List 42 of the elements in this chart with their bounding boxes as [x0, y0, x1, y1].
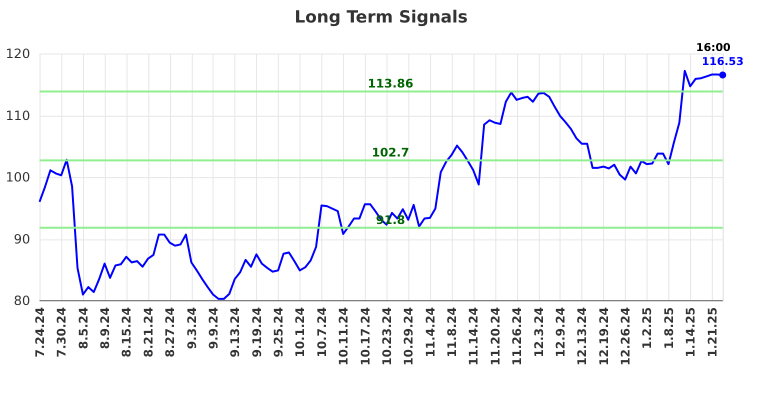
y-tick-label: 120 — [6, 46, 30, 62]
x-tick-label: 11.14.24 — [466, 307, 481, 366]
x-tick-label: 10.23.24 — [380, 307, 394, 366]
x-tick-label: 9.25.24 — [272, 307, 286, 358]
x-tick-label: 8.9.24 — [98, 307, 112, 350]
x-tick-label: 8.21.24 — [141, 307, 156, 358]
x-tick-label: 12.9.24 — [553, 307, 568, 358]
y-tick-label: 110 — [6, 108, 30, 124]
x-tick-label: 1.21.25 — [705, 307, 720, 358]
data-label: 116.53 — [702, 55, 744, 68]
x-tick-label: 11.8.24 — [445, 307, 460, 358]
chart-title: Long Term Signals — [294, 6, 468, 27]
annotation: 16:00 — [696, 41, 732, 54]
x-tick-label: 11.26.24 — [510, 307, 524, 366]
x-tick-label: 9.3.24 — [184, 307, 199, 350]
ref-line-label: 102.7 — [372, 145, 410, 160]
y-tick-label: 100 — [6, 170, 30, 186]
x-tick-label: 12.26.24 — [618, 307, 633, 366]
x-tick-label: 8.5.24 — [76, 307, 90, 350]
x-tick-label: 10.1.24 — [293, 307, 308, 358]
x-tick-label: 10.7.24 — [314, 307, 329, 358]
x-tick-label: 10.11.24 — [336, 307, 351, 366]
y-tick-label: 90 — [14, 232, 30, 248]
x-tick-label: 9.9.24 — [206, 307, 220, 350]
x-tick-label: 8.15.24 — [120, 307, 134, 358]
ref-line-label: 113.86 — [368, 76, 414, 91]
x-tick-label: 9.13.24 — [228, 307, 242, 358]
x-tick-label: 1.14.25 — [684, 307, 698, 358]
x-tick-label: 10.17.24 — [358, 307, 372, 366]
x-tick-label: 11.4.24 — [423, 307, 438, 358]
x-tick-label: 12.19.24 — [596, 307, 611, 366]
x-tick-label: 7.24.24 — [32, 307, 47, 358]
x-tick-label: 7.30.24 — [54, 307, 69, 358]
x-tick-label: 11.20.24 — [488, 307, 502, 366]
x-tick-label: 12.3.24 — [532, 307, 546, 358]
x-tick-label: 1.2.25 — [640, 307, 654, 350]
x-tick-label: 1.8.25 — [662, 307, 676, 350]
x-tick-label: 10.29.24 — [402, 307, 416, 366]
x-tick-label: 9.19.24 — [250, 307, 264, 358]
x-tick-label: 12.13.24 — [575, 307, 590, 366]
x-tick-label: 8.27.24 — [163, 307, 178, 358]
y-tick-label: 80 — [14, 294, 30, 310]
